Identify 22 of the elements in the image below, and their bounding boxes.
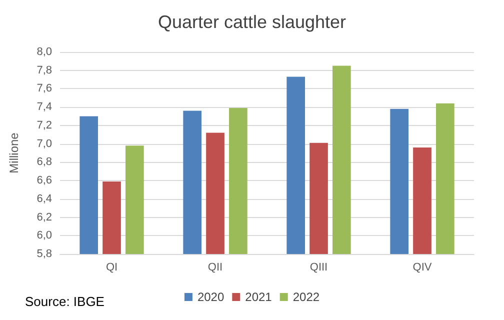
y-tick-label: 5,8 xyxy=(36,248,52,260)
y-tick-label: 7,6 xyxy=(36,82,52,95)
y-tick-label: 6,0 xyxy=(36,230,52,242)
y-tick-label: 7,0 xyxy=(36,138,52,150)
legend-label: 2021 xyxy=(245,290,272,304)
legend-label: 2020 xyxy=(197,290,224,304)
source-note: Source: IBGE xyxy=(25,294,105,309)
y-tick-label: 8,0 xyxy=(36,46,52,58)
chart-title: Quarter cattle slaughter xyxy=(158,12,346,32)
y-tick-label: 6,2 xyxy=(36,211,52,224)
x-tick-label: QIV xyxy=(412,262,432,274)
y-tick-label: 6,4 xyxy=(36,192,52,205)
y-tick-label: 7,2 xyxy=(36,119,52,132)
y-tick-label: 7,8 xyxy=(36,64,52,76)
x-tick-label: QII xyxy=(208,262,223,274)
y-tick-label: 7,4 xyxy=(36,101,52,114)
legend-label: 2022 xyxy=(292,290,320,304)
x-tick-label: QIII xyxy=(310,262,328,274)
y-axis-title: Millione xyxy=(7,132,21,174)
y-tick-label: 6,6 xyxy=(36,174,52,187)
y-tick-label: 6,8 xyxy=(36,156,52,168)
x-tick-label: QI xyxy=(106,262,118,274)
